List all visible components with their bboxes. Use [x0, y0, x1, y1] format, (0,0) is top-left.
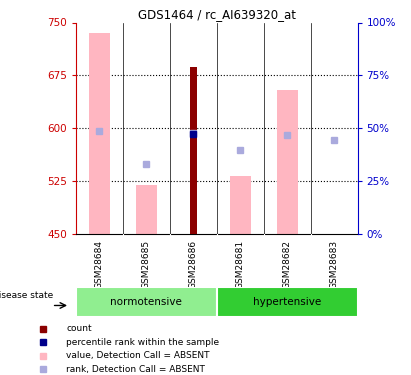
- Text: GSM28681: GSM28681: [236, 240, 245, 289]
- Text: GSM28683: GSM28683: [330, 240, 339, 289]
- Text: GSM28684: GSM28684: [95, 240, 104, 289]
- Bar: [76, 287, 217, 317]
- Text: GSM28685: GSM28685: [142, 240, 151, 289]
- Bar: [230, 176, 251, 234]
- Bar: [190, 67, 196, 234]
- Text: disease state: disease state: [0, 291, 53, 300]
- Text: value, Detection Call = ABSENT: value, Detection Call = ABSENT: [67, 351, 210, 360]
- Text: count: count: [67, 324, 92, 333]
- Bar: [89, 33, 110, 234]
- Text: normotensive: normotensive: [111, 297, 182, 307]
- Text: GSM28682: GSM28682: [283, 240, 292, 289]
- Bar: [277, 90, 298, 234]
- Text: percentile rank within the sample: percentile rank within the sample: [67, 338, 219, 347]
- Text: GSM28686: GSM28686: [189, 240, 198, 289]
- Title: GDS1464 / rc_AI639320_at: GDS1464 / rc_AI639320_at: [138, 8, 296, 21]
- Text: hypertensive: hypertensive: [253, 297, 321, 307]
- Bar: [217, 287, 358, 317]
- Text: rank, Detection Call = ABSENT: rank, Detection Call = ABSENT: [67, 365, 205, 374]
- Bar: [136, 185, 157, 234]
